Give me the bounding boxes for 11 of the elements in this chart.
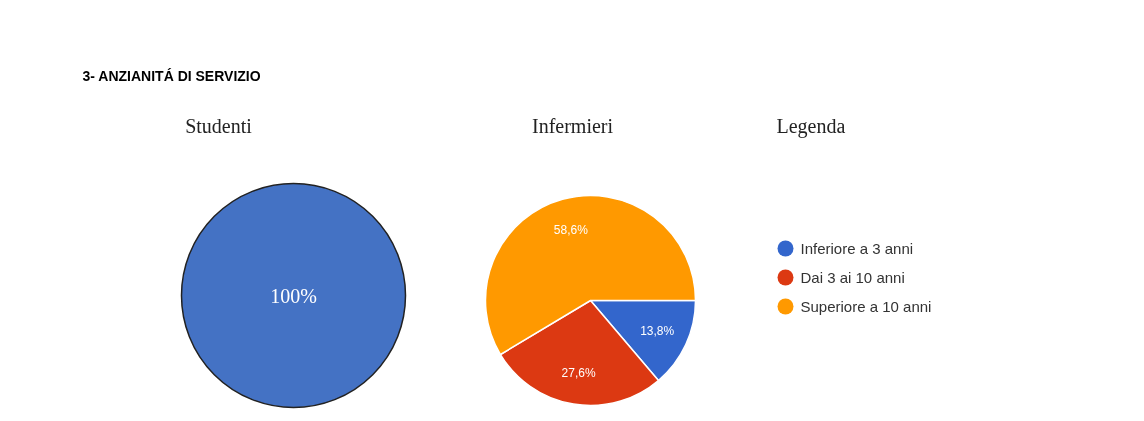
chart-title: 3- ANZIANITÁ DI SERVIZIO	[82, 67, 261, 84]
data-label: 13,8%	[640, 324, 675, 339]
data-label: 27,6%	[561, 366, 596, 381]
data-label: 58,6%	[553, 222, 589, 237]
data-label: 100%	[270, 284, 317, 307]
legend-label: Superiore a 10 anni	[800, 298, 932, 315]
legend-label: Dai 3 ai 10 anni	[800, 269, 905, 286]
chart-subtitle: Studenti	[185, 114, 253, 137]
chart-subtitle: Infermieri	[531, 114, 614, 137]
legend-label: Inferiore a 3 anni	[800, 240, 914, 257]
legend-title: Legenda	[776, 114, 846, 138]
